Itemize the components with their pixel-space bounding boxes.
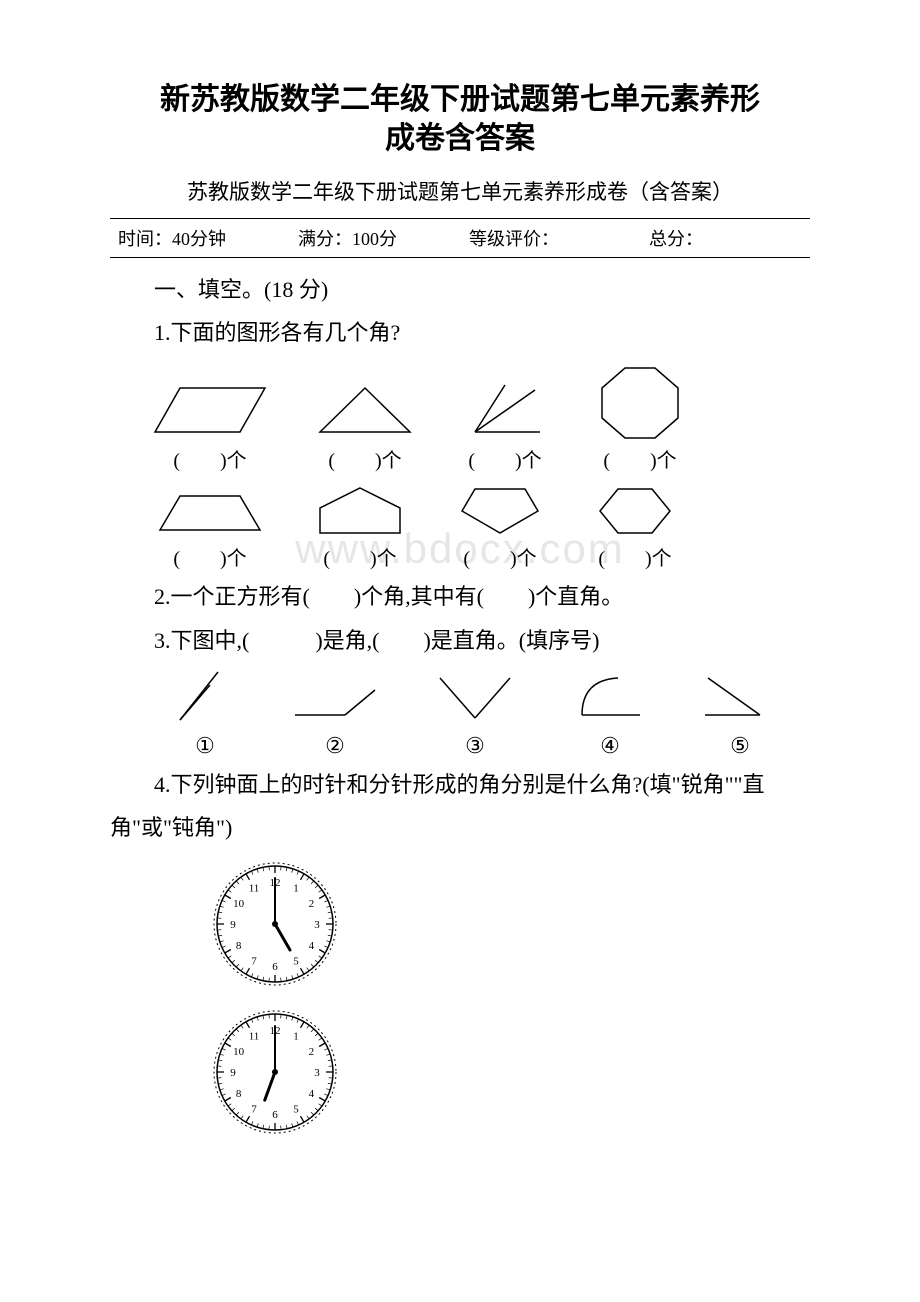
svg-text:7: 7	[251, 1103, 257, 1115]
svg-text:10: 10	[233, 898, 245, 910]
document-title: 新苏教版数学二年级下册试题第七单元素养形 成卷含答案	[110, 80, 810, 158]
svg-text:8: 8	[236, 1088, 242, 1100]
clock-1-icon: 121234567891011	[210, 859, 340, 989]
angle-item-5: ⑤	[700, 670, 780, 759]
shape-parallelogram: ( )个	[150, 380, 270, 473]
shape-trapezoid: ( )个	[150, 488, 270, 571]
question-1-text: 1.下面的图形各有几个角?	[110, 315, 810, 350]
blank-label: ( )个	[323, 542, 396, 571]
info-gap-3	[559, 225, 649, 251]
document-subtitle: 苏教版数学二年级下册试题第七单元素养形成卷（含答案）	[110, 176, 810, 206]
angle-curve-icon	[570, 670, 650, 725]
blank-label: ( )个	[173, 444, 246, 473]
triangle-icon	[310, 380, 420, 440]
full-label: 满分：	[298, 225, 352, 251]
angle-number-1: ①	[195, 733, 215, 759]
svg-text:7: 7	[251, 955, 257, 967]
angle-number-4: ④	[600, 733, 620, 759]
svg-text:2: 2	[309, 1046, 315, 1058]
shapes-row-2: ( )个 ( )个 ( )个 ( )个	[150, 483, 810, 571]
angle-right-icon	[700, 670, 780, 725]
question-3-text: 3.下图中,( )是角,( )是直角。(填序号)	[110, 623, 810, 658]
watermark-area: www.bdocx.com ( )个 ( )个 ( )个 ( )个	[110, 483, 810, 614]
shapes-row-1: ( )个 ( )个 ( )个 ( )个	[150, 360, 810, 473]
svg-text:6: 6	[272, 961, 278, 973]
clock-2-icon: 121234567891011	[210, 1007, 340, 1137]
angle-item-4: ④	[570, 670, 650, 759]
angle-item-2: ②	[290, 670, 380, 759]
angle-number-3: ③	[465, 733, 485, 759]
svg-text:3: 3	[314, 919, 320, 931]
grade-label: 等级评价：	[469, 225, 559, 251]
angle-row: ① ② ③ ④	[170, 670, 810, 759]
svg-text:1: 1	[293, 883, 299, 895]
info-gap-1	[226, 225, 298, 251]
hexagon-icon	[590, 483, 680, 538]
title-line-2: 成卷含答案	[110, 119, 810, 158]
time-label: 时间：	[118, 225, 172, 251]
clocks-container: 121234567891011 121234567891011	[210, 859, 810, 1137]
info-gap-2	[397, 225, 469, 251]
blank-label: ( )个	[603, 444, 676, 473]
svg-text:8: 8	[236, 940, 242, 952]
full-value: 100分	[352, 225, 397, 251]
shape-pentagon-diamond: ( )个	[450, 483, 550, 571]
section-1-heading: 一、填空。(18 分)	[110, 272, 810, 307]
blank-label: ( )个	[463, 542, 536, 571]
pentagon-house-icon	[310, 483, 410, 538]
shape-hexagon: ( )个	[590, 483, 680, 571]
angle-number-2: ②	[325, 733, 345, 759]
question-4-line-2: 角"或"钝角")	[110, 810, 810, 845]
svg-text:3: 3	[314, 1067, 320, 1079]
blank-label: ( )个	[468, 444, 541, 473]
shape-triangle: ( )个	[310, 380, 420, 473]
svg-text:11: 11	[249, 1031, 260, 1043]
svg-text:5: 5	[293, 955, 299, 967]
svg-text:2: 2	[309, 898, 315, 910]
svg-text:9: 9	[230, 919, 236, 931]
angle-rays-icon	[460, 380, 550, 440]
trapezoid-icon	[150, 488, 270, 538]
svg-text:1: 1	[293, 1031, 299, 1043]
shape-angle-rays: ( )个	[460, 380, 550, 473]
angle-obtuse-icon	[290, 670, 380, 725]
shape-octagon: ( )个	[590, 360, 690, 473]
svg-text:11: 11	[249, 883, 260, 895]
info-bar: 时间：40分钟 满分：100分 等级评价： 总分：	[110, 218, 810, 258]
question-2-text: 2.一个正方形有( )个角,其中有( )个直角。	[110, 579, 810, 614]
document-page: 新苏教版数学二年级下册试题第七单元素养形 成卷含答案 苏教版数学二年级下册试题第…	[0, 0, 920, 1302]
octagon-icon	[590, 360, 690, 440]
angle-acute-icon	[170, 670, 240, 725]
blank-label: ( )个	[173, 542, 246, 571]
title-line-1: 新苏教版数学二年级下册试题第七单元素养形	[110, 80, 810, 119]
blank-label: ( )个	[328, 444, 401, 473]
total-label: 总分：	[649, 225, 703, 251]
angle-number-5: ⑤	[730, 733, 750, 759]
blank-label: ( )个	[598, 542, 671, 571]
parallelogram-icon	[150, 380, 270, 440]
angle-item-3: ③	[430, 670, 520, 759]
angle-item-1: ①	[170, 670, 240, 759]
svg-text:6: 6	[272, 1109, 278, 1121]
question-4-line-1: 4.下列钟面上的时针和分针形成的角分别是什么角?(填"锐角""直	[110, 767, 810, 802]
pentagon-diamond-icon	[450, 483, 550, 538]
time-value: 40分钟	[172, 225, 226, 251]
svg-text:5: 5	[293, 1103, 299, 1115]
shape-pentagon-house: ( )个	[310, 483, 410, 571]
svg-text:4: 4	[309, 940, 315, 952]
angle-v-icon	[430, 670, 520, 725]
svg-text:10: 10	[233, 1046, 245, 1058]
svg-text:9: 9	[230, 1067, 236, 1079]
svg-text:4: 4	[309, 1088, 315, 1100]
